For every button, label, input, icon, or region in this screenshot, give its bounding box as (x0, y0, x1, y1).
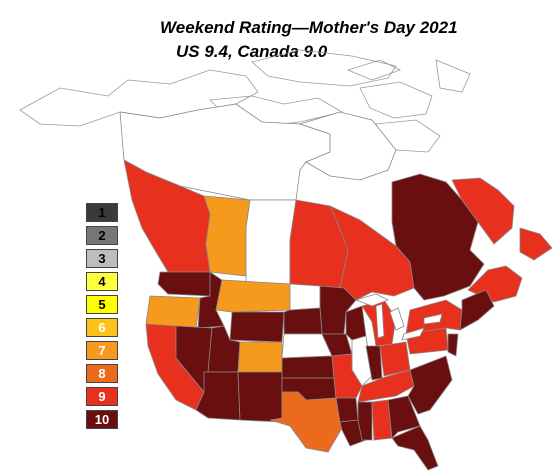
ontario (329, 205, 415, 301)
arkansas (335, 397, 359, 423)
virginia-carolinas (407, 355, 453, 415)
texas (269, 391, 343, 453)
new-england (459, 289, 495, 331)
alberta (203, 195, 251, 277)
new-mexico (237, 371, 283, 423)
quebec (391, 173, 485, 301)
legend-item-9: 9 (86, 387, 118, 406)
washington (157, 271, 211, 297)
legend-item-2: 2 (86, 226, 118, 245)
legend-item-3: 3 (86, 249, 118, 268)
missouri (331, 353, 363, 399)
legend-item-5: 5 (86, 295, 118, 314)
montana (215, 279, 291, 313)
florida (391, 425, 439, 471)
nunavut (298, 111, 397, 181)
legend-item-8: 8 (86, 364, 118, 383)
legend-item-6: 6 (86, 318, 118, 337)
new-jersey (447, 333, 459, 357)
south-dakota (283, 307, 323, 335)
colorado (237, 341, 283, 373)
legend-item-7: 7 (86, 341, 118, 360)
north-dakota (289, 283, 321, 311)
canada-provinces (119, 103, 553, 303)
newfoundland (519, 227, 553, 261)
usa-states (145, 271, 495, 471)
saskatchewan (245, 199, 297, 285)
wisconsin (345, 305, 367, 341)
oregon (145, 295, 201, 329)
great-lakes (354, 293, 443, 341)
map-subtitle: US 9.4, Canada 9.0 (176, 42, 328, 61)
labrador (451, 177, 515, 245)
georgia (387, 395, 421, 439)
legend-item-4: 4 (86, 272, 118, 291)
legend-item-10: 10 (86, 410, 118, 429)
map-title: Weekend Rating—Mother's Day 2021 (160, 18, 458, 37)
kansas (281, 355, 335, 379)
legend-item-1: 1 (86, 203, 118, 222)
mississippi (357, 401, 373, 441)
wyoming (229, 311, 285, 343)
